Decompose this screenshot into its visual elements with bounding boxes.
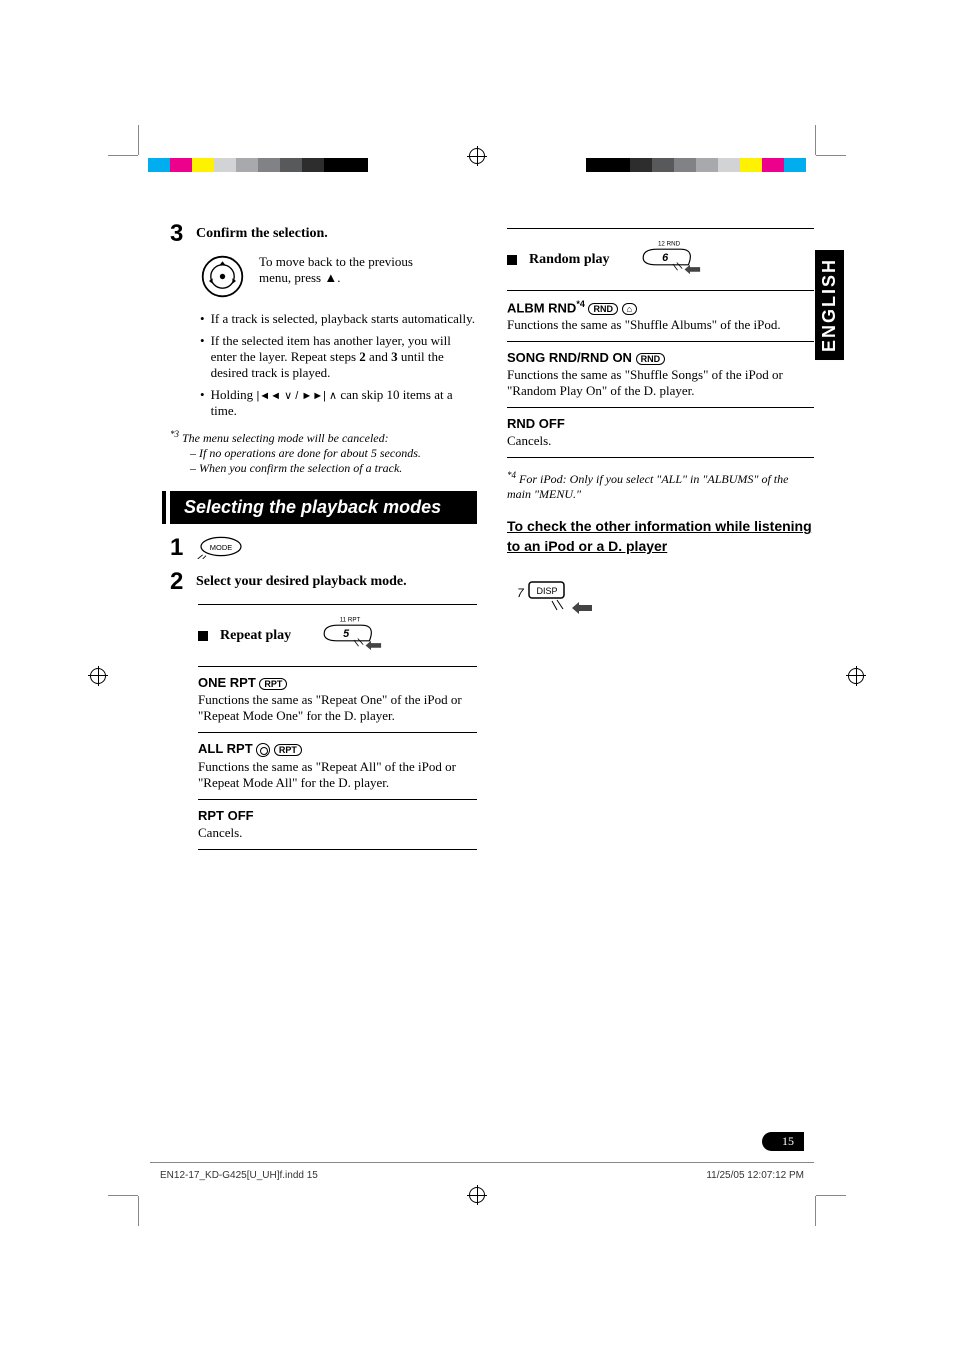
svg-text:6: 6	[662, 252, 669, 264]
svg-text:MODE: MODE	[210, 543, 233, 552]
random-play-row: Random play 12 RND 6	[507, 237, 814, 282]
footnote-4: *4 For iPod: Only if you select "ALL" in…	[507, 470, 814, 502]
step-title: Confirm the selection.	[196, 220, 328, 248]
square-bullet-icon	[507, 255, 517, 265]
disc-icon	[256, 743, 270, 757]
color-bar	[148, 158, 368, 172]
mode-button-icon: MODE	[196, 534, 246, 559]
bullet-item: •If the selected item has another layer,…	[200, 333, 477, 381]
bullet-list: •If a track is selected, playback starts…	[200, 311, 477, 419]
button-figure-6: 12 RND 6	[634, 237, 704, 282]
step-1: 1 MODE	[170, 534, 477, 562]
crop-mark	[816, 155, 846, 156]
registration-mark-icon	[848, 668, 864, 684]
random-label: Random play	[529, 252, 610, 267]
crop-mark	[815, 125, 816, 155]
crop-mark	[108, 155, 138, 156]
left-column: 3 Confirm the selection. To move back to…	[170, 220, 477, 858]
svg-text:DISP: DISP	[536, 586, 557, 596]
page-number: 15	[762, 1132, 804, 1151]
dial-block: To move back to the previous menu, press…	[200, 254, 477, 299]
crop-mark	[108, 1195, 138, 1196]
crop-mark	[138, 1196, 139, 1226]
repeat-label: Repeat play	[220, 628, 291, 643]
svg-text:5: 5	[343, 628, 350, 640]
step-number: 3	[170, 220, 188, 248]
button-figure-5: 11 RPT 5	[315, 613, 385, 658]
rnd-off: RND OFF Cancels.	[507, 416, 814, 449]
step-2: 2 Select your desired playback mode.	[170, 568, 477, 596]
right-column: ENGLISH Random play 12 RND6 ALBM RND*4 R…	[507, 220, 814, 858]
disp-button-figure: 7 DISP	[507, 567, 814, 622]
svg-text:7: 7	[517, 586, 525, 600]
step-number: 2	[170, 568, 188, 596]
dial-description: To move back to the previous menu, press…	[259, 254, 439, 286]
crop-mark	[816, 1195, 846, 1196]
footer-rule	[150, 1162, 814, 1163]
crop-mark	[138, 125, 139, 155]
crop-mark	[815, 1196, 816, 1226]
svg-text:11 RPT: 11 RPT	[340, 616, 361, 623]
step-number: 1	[170, 534, 188, 562]
language-tab: ENGLISH	[815, 250, 844, 360]
albm-rnd: ALBM RND*4 RND ⌂ Functions the same as "…	[507, 299, 814, 333]
square-bullet-icon	[198, 631, 208, 641]
step-title: Select your desired playback mode.	[196, 568, 407, 596]
bullet-item: •If a track is selected, playback starts…	[200, 311, 477, 327]
footer-filename: EN12-17_KD-G425[U_UH]f.indd 15	[160, 1170, 318, 1181]
registration-mark-icon	[469, 1187, 485, 1203]
footer-timestamp: 11/25/05 12:07:12 PM	[706, 1170, 804, 1181]
step-3: 3 Confirm the selection.	[170, 220, 477, 248]
all-rpt: ALL RPT RPT Functions the same as "Repea…	[198, 741, 477, 791]
color-bar	[586, 158, 806, 172]
registration-mark-icon	[469, 148, 485, 164]
repeat-play-row: Repeat play 11 RPT 5	[198, 613, 477, 658]
song-rnd: SONG RND/RND ON RND Functions the same a…	[507, 350, 814, 399]
rpt-off: RPT OFF Cancels.	[198, 808, 477, 841]
registration-mark-icon	[90, 668, 106, 684]
footnote-3: *3 The menu selecting mode will be cance…	[170, 429, 477, 476]
dial-icon	[200, 254, 245, 299]
svg-text:12 RND: 12 RND	[657, 240, 680, 247]
page-content: 3 Confirm the selection. To move back to…	[170, 220, 814, 858]
section-heading: Selecting the playback modes	[170, 491, 477, 524]
check-info-heading: To check the other information while lis…	[507, 517, 814, 556]
bullet-item: •Holding |◄◄ ∨ / ►►| ∧ can skip 10 items…	[200, 387, 477, 419]
one-rpt: ONE RPT RPT Functions the same as "Repea…	[198, 675, 477, 724]
